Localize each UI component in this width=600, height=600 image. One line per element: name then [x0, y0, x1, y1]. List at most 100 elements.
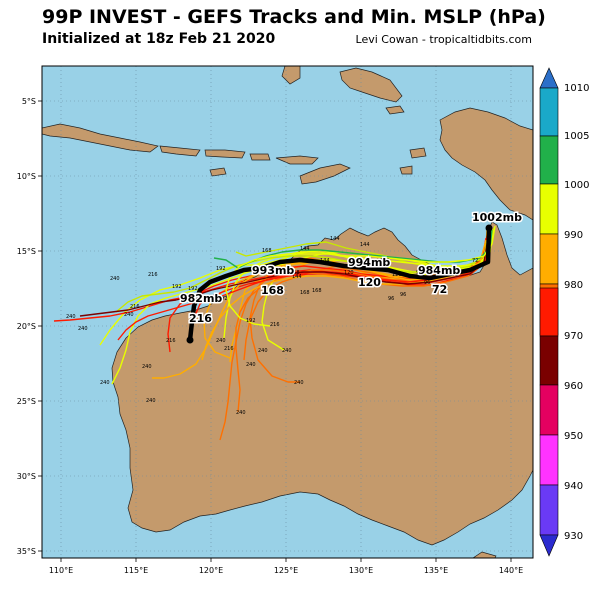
svg-text:1010: 1010 — [564, 83, 589, 94]
svg-text:240: 240 — [246, 362, 256, 368]
init-time: Initialized at 18z Feb 21 2020 — [42, 31, 276, 47]
svg-text:240: 240 — [258, 348, 268, 354]
svg-text:240: 240 — [142, 364, 152, 370]
ensemble-mean-track — [187, 227, 492, 341]
svg-text:240: 240 — [282, 348, 292, 354]
svg-text:72: 72 — [452, 272, 458, 278]
svg-text:980: 980 — [564, 280, 583, 291]
svg-text:168: 168 — [262, 248, 272, 254]
lat-tick: 20°S — [17, 322, 36, 331]
svg-text:168: 168 — [290, 270, 300, 276]
lon-tick: 110°E — [49, 566, 73, 575]
svg-text:96: 96 — [416, 270, 422, 276]
svg-text:144: 144 — [360, 242, 370, 248]
svg-text:96: 96 — [424, 280, 430, 286]
hour-label-72: 72 — [432, 283, 447, 296]
svg-text:192: 192 — [216, 266, 226, 272]
svg-text:240: 240 — [294, 380, 304, 386]
lat-tick: 35°S — [17, 547, 36, 556]
pressure-label-984: 984mb — [418, 264, 460, 277]
colorbar-segment — [539, 87, 559, 137]
lon-tick: 130°E — [349, 566, 373, 575]
lon-tick: 125°E — [274, 566, 298, 575]
member-hour-labels: 240 216 192 168 144 120 96 72 240 240 24… — [66, 236, 478, 416]
borneo-landmass — [281, 66, 301, 85]
colorbar-segment — [539, 434, 559, 486]
colorbar-labels: 1010 1005 1000 990 980 970 960 950 940 9… — [564, 83, 589, 542]
pressure-colorbar — [539, 67, 559, 557]
lon-tick: 135°E — [424, 566, 448, 575]
svg-text:240: 240 — [78, 326, 88, 332]
mean-track-labels: 1002mb 984mb 994mb 993mb 982mb 72 120 16… — [179, 210, 524, 327]
colorbar-segment — [539, 183, 559, 235]
map-title: 99P INVEST - GEFS Tracks and Min. MSLP (… — [42, 6, 546, 28]
svg-text:240: 240 — [146, 398, 156, 404]
svg-text:168: 168 — [300, 290, 310, 296]
java-landmass — [42, 123, 159, 153]
svg-text:240: 240 — [110, 276, 120, 282]
member-track — [225, 225, 496, 327]
longitude-axis: 110°E 115°E 120°E 125°E 130°E 135°E 140°… — [49, 566, 523, 575]
timor-landmass — [299, 163, 351, 185]
svg-text:120: 120 — [344, 270, 354, 276]
new-guinea-landmass — [439, 107, 533, 221]
member-track — [201, 239, 487, 361]
svg-text:192: 192 — [172, 284, 182, 290]
svg-text:950: 950 — [564, 431, 583, 442]
svg-text:930: 930 — [564, 531, 583, 542]
svg-text:216: 216 — [224, 346, 234, 352]
pressure-label-994: 994mb — [348, 256, 390, 269]
svg-text:240: 240 — [100, 380, 110, 386]
svg-text:144: 144 — [330, 236, 340, 242]
svg-text:168: 168 — [312, 288, 322, 294]
svg-text:144: 144 — [300, 246, 310, 252]
colorbar-segment — [539, 335, 559, 386]
colorbar-segment — [539, 135, 559, 185]
pressure-label-982: 982mb — [180, 292, 222, 305]
svg-text:192: 192 — [188, 286, 198, 292]
lon-tick: 115°E — [124, 566, 148, 575]
colorbar-segment — [539, 384, 559, 436]
svg-text:216: 216 — [130, 304, 140, 310]
svg-text:216: 216 — [166, 338, 176, 344]
member-track — [115, 235, 489, 313]
colorbar-segment — [539, 233, 559, 285]
svg-text:120: 120 — [380, 258, 390, 264]
hour-label-120: 120 — [358, 276, 381, 289]
svg-text:192: 192 — [246, 318, 256, 324]
mean-track-end-marker — [186, 336, 194, 344]
svg-text:120: 120 — [392, 272, 402, 278]
svg-text:240: 240 — [216, 338, 226, 344]
hour-label-216: 216 — [189, 312, 212, 325]
hour-label-168: 168 — [261, 284, 284, 297]
colorbar-top-arrow — [539, 67, 559, 89]
svg-text:96: 96 — [388, 296, 394, 302]
svg-text:240: 240 — [124, 312, 134, 318]
svg-text:960: 960 — [564, 381, 583, 392]
credit-text: Levi Cowan - tropicaltidbits.com — [355, 33, 532, 46]
member-track — [79, 237, 489, 317]
lat-tick: 25°S — [17, 397, 36, 406]
svg-text:240: 240 — [66, 314, 76, 320]
svg-text:216: 216 — [148, 272, 158, 278]
svg-text:72: 72 — [440, 286, 446, 292]
lat-tick: 10°S — [17, 172, 36, 181]
lon-tick: 120°E — [199, 566, 223, 575]
lat-tick: 30°S — [17, 472, 36, 481]
svg-text:240: 240 — [236, 410, 246, 416]
svg-text:216: 216 — [270, 322, 280, 328]
svg-text:144: 144 — [292, 274, 302, 280]
latitude-axis: 5°S 10°S 15°S 20°S 25°S 30°S 35°S — [17, 97, 36, 556]
pressure-label-993: 993mb — [252, 264, 294, 277]
sulawesi-landmass — [339, 67, 403, 103]
svg-text:990: 990 — [564, 230, 583, 241]
svg-text:192: 192 — [218, 296, 228, 302]
svg-text:72: 72 — [472, 258, 478, 264]
lat-tick: 5°S — [22, 97, 36, 106]
svg-text:1000: 1000 — [564, 180, 589, 191]
member-track — [223, 233, 493, 339]
colorbar-bottom-arrow — [539, 534, 559, 557]
svg-text:1005: 1005 — [564, 131, 589, 142]
lon-tick: 140°E — [499, 566, 523, 575]
